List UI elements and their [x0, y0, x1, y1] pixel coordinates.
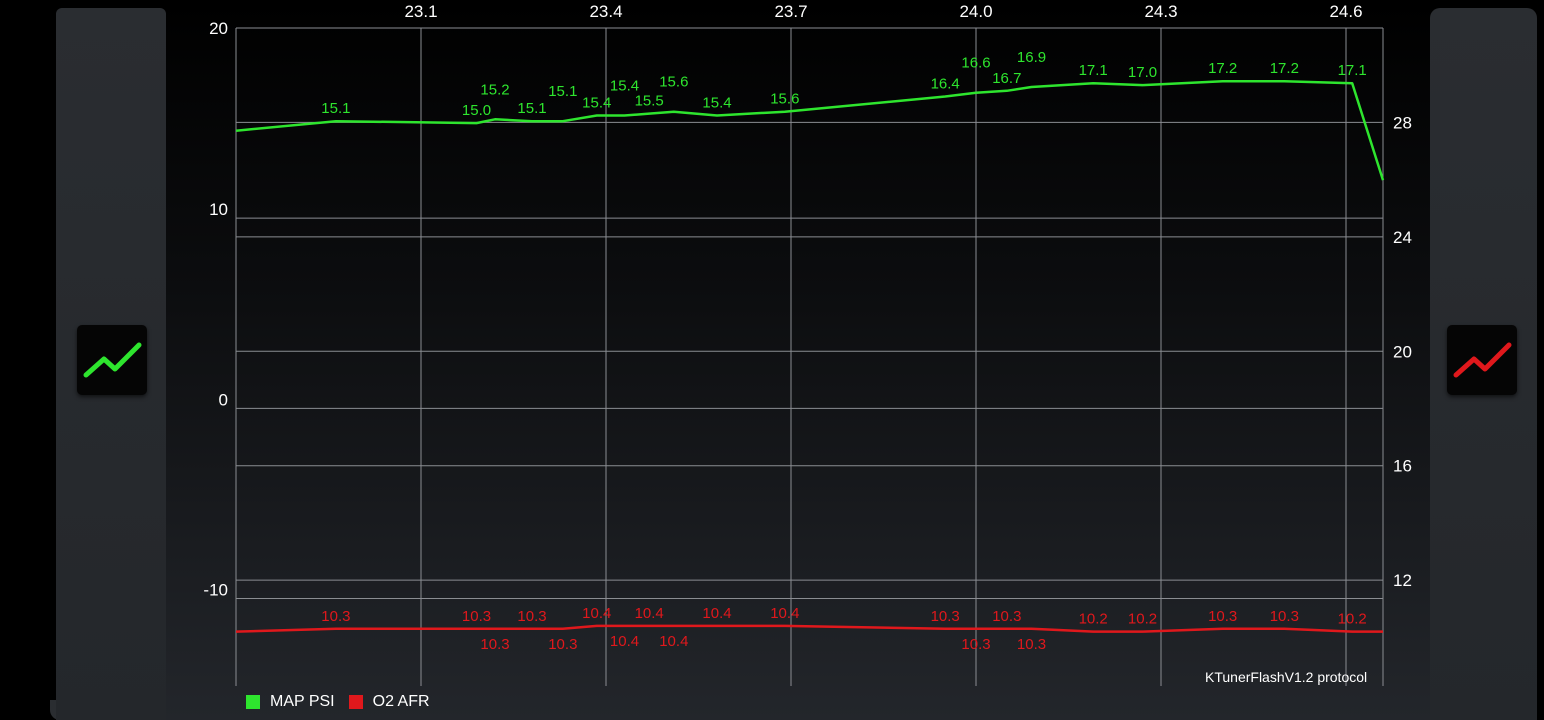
- data-label: 10.4: [770, 605, 799, 622]
- right-y-tick-label: 28: [1393, 113, 1412, 132]
- data-label: 10.4: [610, 633, 639, 650]
- x-tick-label: 23.4: [589, 2, 622, 21]
- data-label: 10.3: [548, 636, 577, 653]
- data-label: 10.4: [582, 605, 611, 622]
- x-tick-label: 24.0: [959, 2, 992, 21]
- data-label: 10.3: [462, 608, 491, 625]
- x-tick-label: 23.7: [774, 2, 807, 21]
- series-line-o2-afr: [235, 624, 1383, 633]
- data-label: 10.3: [1017, 636, 1046, 653]
- data-label: 10.2: [1128, 611, 1157, 628]
- data-label: 15.1: [548, 83, 577, 100]
- data-label: 15.1: [517, 100, 546, 117]
- right-side-panel: [1430, 8, 1537, 720]
- data-label: 15.2: [480, 81, 509, 98]
- data-label: 10.3: [517, 608, 546, 625]
- data-label: 10.4: [635, 605, 664, 622]
- left-y-tick-label: 10: [209, 200, 228, 219]
- legend-label: MAP PSI: [270, 693, 335, 710]
- right-y-tick-label: 24: [1393, 228, 1412, 247]
- data-label: 16.4: [931, 75, 960, 92]
- data-label: 17.1: [1079, 62, 1108, 79]
- protocol-label: KTunerFlashV1.2 protocol: [1205, 669, 1368, 685]
- data-label: 17.2: [1208, 60, 1237, 77]
- data-label: 15.4: [582, 94, 611, 111]
- data-label: 10.2: [1338, 611, 1367, 628]
- data-label: 16.6: [961, 55, 990, 72]
- data-label: 10.3: [961, 636, 990, 653]
- legend: MAP PSI O2 AFR: [246, 693, 444, 711]
- data-label: 15.4: [610, 77, 639, 94]
- data-label: 10.4: [702, 605, 731, 622]
- o2-afr-series-button[interactable]: [1447, 325, 1517, 395]
- data-label: 16.9: [1017, 49, 1046, 66]
- x-tick-label: 24.6: [1329, 2, 1362, 21]
- legend-item-o2-afr: O2 AFR: [348, 693, 430, 711]
- left-side-panel: [56, 8, 166, 720]
- data-label: 15.6: [770, 91, 799, 108]
- data-label: 15.6: [659, 74, 688, 91]
- left-edge: [50, 700, 60, 720]
- right-y-tick-label: 20: [1393, 342, 1412, 361]
- series-line-map-psi: [235, 79, 1385, 181]
- chart-area: [166, 0, 1430, 720]
- data-label: 17.1: [1338, 62, 1367, 79]
- data-label: 10.3: [321, 608, 350, 625]
- legend-swatch: [348, 695, 363, 709]
- right-y-tick-label: 12: [1393, 571, 1412, 590]
- data-label: 15.4: [702, 94, 731, 111]
- data-label: 15.0: [462, 102, 491, 119]
- data-label: 10.3: [992, 608, 1021, 625]
- x-tick-label: 24.3: [1144, 2, 1177, 21]
- left-y-tick-label: 20: [209, 19, 228, 38]
- data-label: 10.2: [1079, 611, 1108, 628]
- data-label: 17.0: [1128, 64, 1157, 81]
- data-label: 10.3: [1208, 608, 1237, 625]
- right-y-tick-label: 16: [1393, 457, 1412, 476]
- legend-swatch: [246, 695, 260, 709]
- chart-line-icon: [1453, 342, 1512, 378]
- data-label: 16.7: [992, 70, 1021, 87]
- chart-line-icon: [83, 342, 142, 378]
- left-y-tick-label: 0: [219, 390, 228, 409]
- legend-item-map-psi: MAP PSI: [246, 693, 335, 711]
- data-label: 15.1: [321, 100, 350, 117]
- x-tick-label: 23.1: [404, 2, 437, 21]
- data-label: 15.5: [635, 93, 664, 110]
- legend-label: O2 AFR: [372, 693, 430, 710]
- left-y-tick-label: -10: [203, 581, 228, 600]
- map-psi-series-button[interactable]: [77, 325, 147, 395]
- data-label: 10.3: [931, 608, 960, 625]
- data-label: 10.3: [1270, 608, 1299, 625]
- data-label: 17.2: [1270, 60, 1299, 77]
- data-label: 10.3: [480, 636, 509, 653]
- data-label: 10.4: [659, 633, 688, 650]
